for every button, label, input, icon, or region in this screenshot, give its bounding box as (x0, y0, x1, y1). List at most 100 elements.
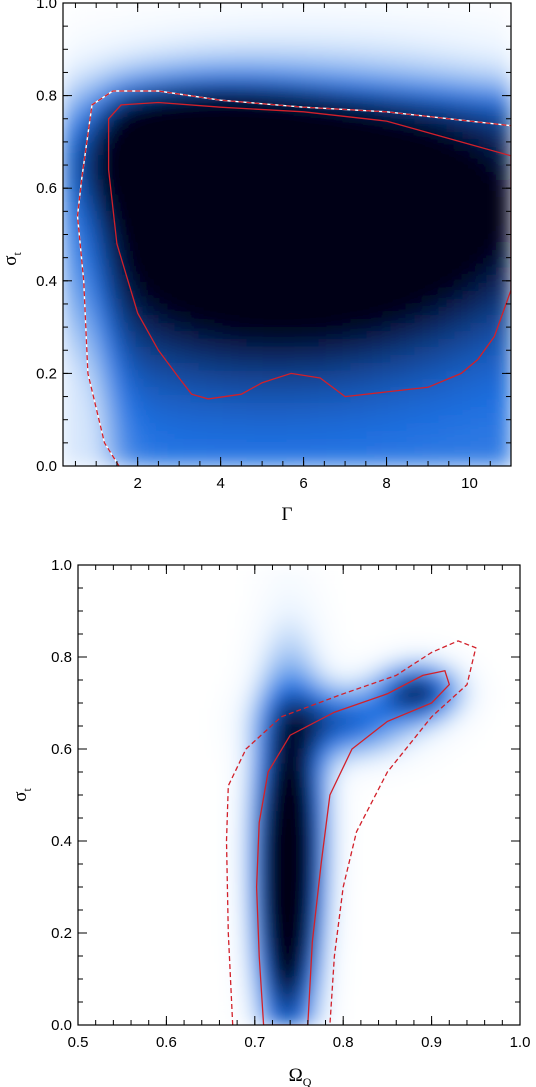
top-density-cell (486, 337, 496, 347)
top-density-cell (502, 377, 511, 387)
top-density-cell (486, 441, 496, 451)
top-density-cell (398, 66, 408, 76)
top-density-cell (358, 10, 368, 20)
top-density-cell (374, 297, 384, 307)
bottom-density-cell (235, 842, 245, 852)
bottom-density-cell (203, 754, 213, 764)
top-density-cell (294, 329, 304, 339)
top-density-cell (174, 449, 184, 459)
bottom-density-cell (259, 612, 268, 622)
bottom-density-cell (235, 857, 245, 867)
top-density-cell (142, 361, 152, 371)
bottom-density-cell (180, 889, 189, 899)
top-density-cell (318, 361, 328, 371)
top-density-cell (166, 66, 176, 76)
top-density-cell (502, 194, 511, 204)
bottom-density-cell (274, 842, 284, 852)
top-density-cell (198, 321, 208, 331)
top-density-cell (126, 50, 136, 60)
top-density-cell (334, 393, 344, 403)
bottom-density-cell (124, 620, 134, 629)
top-density-cell (206, 114, 216, 124)
top-density-cell (206, 345, 216, 355)
top-density-cell (142, 289, 152, 299)
top-density-cell (486, 138, 496, 148)
bottom-density-cell (78, 565, 87, 574)
top-density-cell (270, 377, 280, 387)
top-density-cell (462, 369, 472, 379)
top-density-cell (302, 122, 312, 132)
bottom-density-cell (203, 976, 213, 986)
bottom-density-cell (211, 754, 221, 764)
top-density-cell (278, 401, 288, 411)
top-density-cell (278, 202, 288, 212)
top-density-cell (390, 50, 400, 60)
top-density-cell (150, 457, 160, 466)
bottom-density-cell (211, 580, 221, 590)
top-density-cell (478, 26, 488, 36)
bottom-density-cell (116, 794, 126, 804)
bottom-density-cell (140, 565, 150, 574)
bottom-density-cell (211, 667, 221, 677)
bottom-density-cell (266, 1016, 276, 1025)
top-density-cell (158, 425, 168, 435)
top-density-cell (222, 106, 232, 116)
top-density-cell (382, 433, 392, 443)
top-density-cell (358, 457, 368, 466)
top-density-cell (254, 194, 264, 204)
top-density-cell (446, 257, 456, 267)
top-density-cell (302, 42, 312, 52)
top-density-cell (214, 281, 224, 291)
bottom-density-cell (78, 683, 87, 693)
top-density-cell (142, 34, 152, 44)
top-density-cell (166, 401, 176, 411)
top-density-cell (262, 433, 272, 443)
bottom-density-cell (188, 731, 197, 740)
bottom-density-cell (266, 659, 276, 669)
top-density-cell (438, 345, 448, 355)
bottom-density-cell (132, 1016, 142, 1025)
bottom-density-cell (101, 945, 111, 955)
bottom-density-cell (219, 707, 229, 717)
top-density-cell (254, 114, 264, 124)
top-density-cell (78, 281, 88, 291)
bottom-density-cell (109, 794, 118, 804)
top-density-cell (438, 162, 448, 172)
bottom-density-cell (235, 723, 245, 733)
top-density-cell (310, 417, 320, 427)
bottom-density-cell (124, 992, 134, 1002)
bottom-density-cell (140, 620, 150, 629)
top-density-cell (166, 433, 176, 443)
bottom-density-cell (148, 643, 158, 653)
top-density-cell (262, 273, 272, 283)
bottom-density-cell (274, 929, 284, 939)
top-density-cell (166, 425, 176, 435)
top-density-cell (150, 425, 160, 435)
top-density-cell (110, 401, 120, 411)
top-density-cell (110, 130, 120, 140)
bottom-density-cell (93, 937, 103, 947)
bottom-density-cell (140, 929, 150, 939)
top-density-cell (118, 297, 128, 307)
top-density-cell (206, 265, 216, 275)
top-density-cell (214, 257, 224, 267)
bottom-density-cell (251, 842, 261, 852)
top-density-cell (486, 130, 496, 140)
top-density-cell (102, 202, 112, 212)
top-density-cell (294, 234, 304, 243)
bottom-density-cell (203, 865, 213, 875)
top-density-cell (406, 457, 416, 466)
top-density-cell (270, 162, 280, 172)
bottom-density-cell (93, 873, 103, 883)
top-density-cell (390, 337, 400, 347)
bottom-density-cell (180, 707, 189, 717)
top-density-cell (502, 321, 511, 331)
bottom-density-cell (124, 794, 134, 804)
bottom-density-cell (243, 762, 253, 772)
top-density-cell (142, 433, 152, 443)
bottom-density-cell (116, 1016, 126, 1025)
top-density-cell (78, 385, 88, 395)
top-density-cell (174, 10, 184, 20)
bottom-density-cell (180, 1008, 189, 1018)
bottom-density-cell (85, 961, 95, 970)
